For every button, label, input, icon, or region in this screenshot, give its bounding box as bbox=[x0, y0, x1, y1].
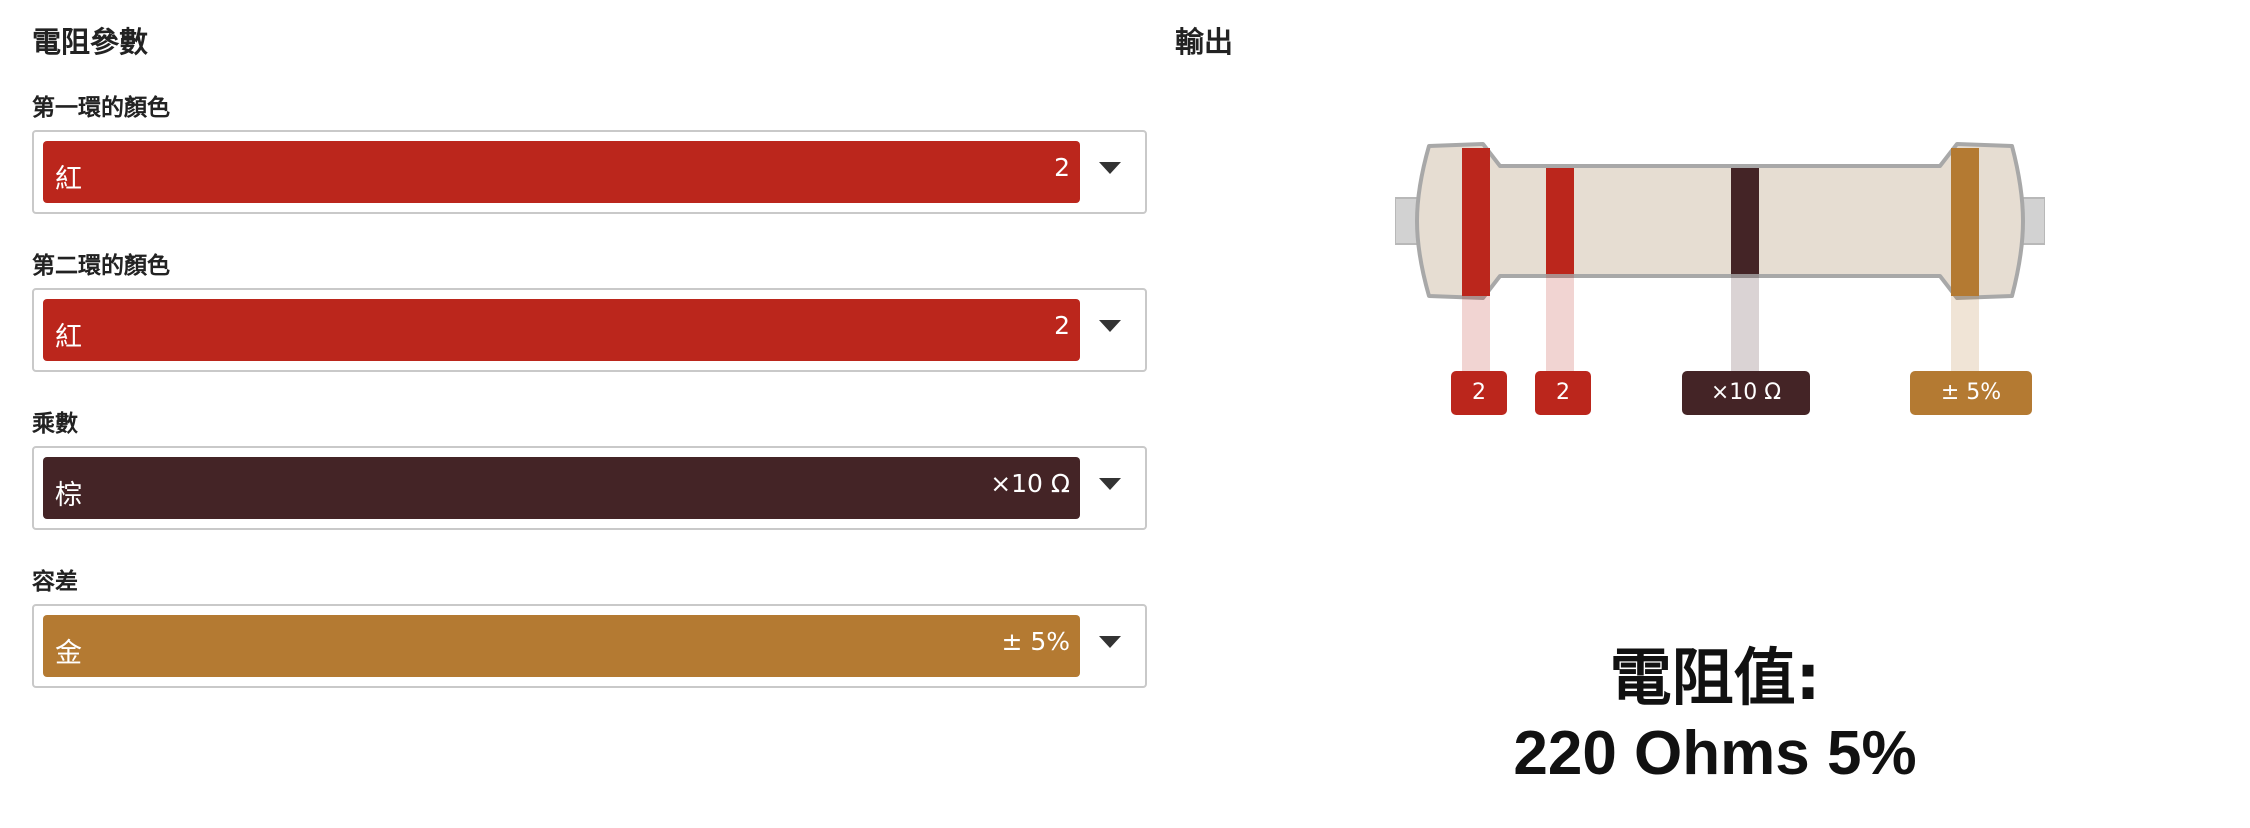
tolerance-value-badge: ± 5% bbox=[1910, 371, 2032, 415]
band4-stripe bbox=[1951, 148, 1979, 296]
band2-stripe bbox=[1546, 168, 1574, 274]
tolerance-color-chip: 金 ± 5% bbox=[43, 615, 1080, 677]
chevron-down-icon[interactable] bbox=[1099, 162, 1121, 174]
band1-select[interactable]: 紅 2 bbox=[32, 130, 1147, 214]
tolerance-select[interactable]: 金 ± 5% bbox=[32, 604, 1147, 688]
band3-stem bbox=[1731, 274, 1759, 374]
band1-value-badge: 2 bbox=[1451, 371, 1507, 415]
band2-stem bbox=[1546, 274, 1574, 374]
output-title: 輸出 bbox=[1175, 25, 1234, 59]
band3-stripe bbox=[1731, 168, 1759, 274]
band2-color-code: 2 bbox=[1054, 311, 1070, 340]
chevron-down-icon[interactable] bbox=[1099, 478, 1121, 490]
band1-label: 第一環的顏色 bbox=[32, 95, 170, 121]
multiplier-select[interactable]: 棕 ×10 Ω bbox=[32, 446, 1147, 530]
resistor-diagram: 2 2 ×10 Ω ± 5% bbox=[1394, 138, 2046, 428]
band1-stem bbox=[1462, 294, 1490, 374]
band2-value-badge: 2 bbox=[1535, 371, 1591, 415]
tolerance-color-code: ± 5% bbox=[1001, 627, 1070, 656]
band1-color-name: 紅 bbox=[55, 164, 82, 195]
resistance-result: 電阻值: 220 Ohms 5% bbox=[1460, 640, 1970, 792]
band2-label: 第二環的顏色 bbox=[32, 253, 170, 279]
multiplier-color-chip: 棕 ×10 Ω bbox=[43, 457, 1080, 519]
multiplier-label: 乘數 bbox=[32, 411, 78, 437]
band1-color-code: 2 bbox=[1054, 153, 1070, 182]
resistance-result-label: 電阻值: bbox=[1609, 641, 1821, 714]
band2-color-name: 紅 bbox=[55, 322, 82, 353]
multiplier-color-code: ×10 Ω bbox=[990, 469, 1070, 498]
resistor-body bbox=[1415, 142, 2025, 300]
multiplier-value-badge: ×10 Ω bbox=[1682, 371, 1810, 415]
multiplier-color-name: 棕 bbox=[55, 480, 82, 511]
params-title: 電阻參數 bbox=[32, 25, 149, 59]
band1-stripe bbox=[1462, 148, 1490, 296]
band1-color-chip: 紅 2 bbox=[43, 141, 1080, 203]
band2-color-chip: 紅 2 bbox=[43, 299, 1080, 361]
tolerance-label: 容差 bbox=[32, 569, 78, 595]
tolerance-color-name: 金 bbox=[55, 638, 82, 669]
chevron-down-icon[interactable] bbox=[1099, 636, 1121, 648]
band4-stem bbox=[1951, 294, 1979, 374]
resistor-params-panel: 電阻參數 第一環的顏色 紅 2 第二環的顏色 紅 2 乘數 棕 ×10 Ω bbox=[32, 20, 1147, 688]
band2-select[interactable]: 紅 2 bbox=[32, 288, 1147, 372]
resistor-illustration bbox=[1394, 142, 2046, 374]
resistance-result-value: 220 Ohms 5% bbox=[1513, 719, 1917, 788]
chevron-down-icon[interactable] bbox=[1099, 320, 1121, 332]
